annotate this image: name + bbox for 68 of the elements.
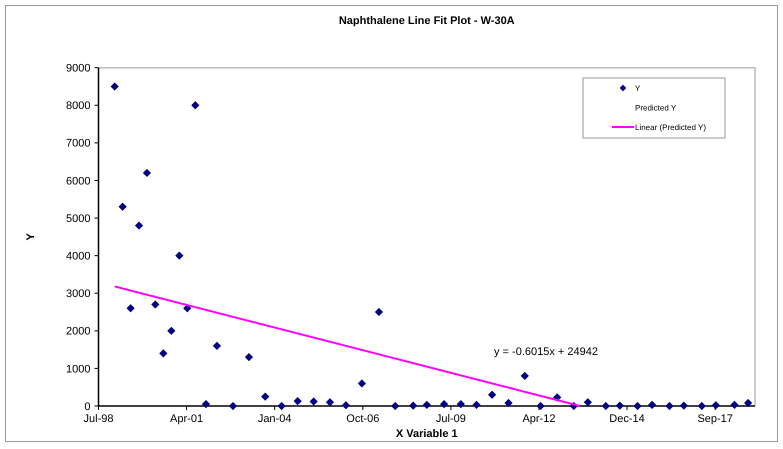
text: Predicted Y: [635, 103, 677, 112]
point: [602, 402, 610, 410]
x-tick-label: Jan-04: [258, 413, 292, 425]
point: [374, 308, 384, 316]
y-tick-label: 5000: [66, 212, 90, 225]
point: [110, 82, 119, 91]
x-tick-label: Jul-98: [84, 413, 114, 425]
point: [520, 372, 529, 380]
x-tick-label: Apr-01: [170, 413, 204, 425]
point: [244, 353, 254, 362]
point: [712, 401, 720, 410]
point: [342, 401, 350, 410]
point: [504, 398, 513, 408]
legend-label: Y: [635, 84, 641, 93]
point: [698, 402, 706, 410]
point: [680, 402, 688, 410]
y-tick-label: 6000: [66, 175, 90, 188]
point: [134, 221, 144, 230]
x-tick-label: Apr-12: [522, 413, 556, 425]
point: [391, 402, 400, 410]
point: [277, 402, 286, 410]
point: [191, 101, 200, 110]
annotation: y = -0.6015x + 24942: [494, 346, 598, 358]
point: [212, 342, 222, 350]
point: [294, 397, 302, 406]
y-tick-label: 0: [84, 400, 90, 413]
point: [159, 349, 168, 358]
point: [584, 398, 592, 406]
point: [167, 326, 176, 335]
point: [665, 402, 674, 410]
point: [456, 400, 465, 408]
point: [142, 168, 152, 178]
point: [118, 202, 127, 211]
x-tick-label: Sep-17: [697, 413, 733, 425]
point: [440, 400, 448, 408]
y-tick-label: 4000: [66, 250, 90, 262]
point: [488, 390, 496, 399]
point: [358, 379, 366, 388]
point: [409, 402, 418, 410]
point: [261, 392, 270, 401]
legend-label: Linear (Predicted Y): [635, 122, 706, 132]
y-tick-label: 1000: [66, 363, 90, 376]
point: [310, 397, 318, 406]
point: [202, 400, 210, 408]
point: [126, 304, 135, 312]
y-tick-label: 2000: [66, 326, 90, 338]
point: [151, 300, 160, 309]
x-tick-label: Jul-09: [436, 413, 466, 425]
x-tick-label: Dec-14: [609, 413, 645, 425]
point: [648, 400, 656, 409]
y-axis-title: Y: [25, 232, 37, 241]
y-tick-label: 8000: [66, 100, 90, 112]
point: [744, 398, 752, 408]
point: [326, 398, 334, 406]
point: [536, 402, 545, 410]
chart-title: Naphthalene Line Fit Plot - W-30A: [338, 15, 515, 27]
point: [616, 402, 624, 410]
point: [175, 252, 184, 260]
x-tick-label: Oct-06: [346, 413, 380, 425]
point: [633, 402, 642, 410]
point: [422, 400, 431, 409]
y-tick-label: 7000: [66, 138, 90, 150]
y-tick-label: 3000: [66, 288, 90, 300]
point: [730, 400, 739, 409]
point: [472, 400, 481, 409]
y-tick-label: 9000: [66, 62, 90, 75]
x-axis-title: X Variable 1: [396, 428, 458, 440]
point: [228, 402, 238, 410]
